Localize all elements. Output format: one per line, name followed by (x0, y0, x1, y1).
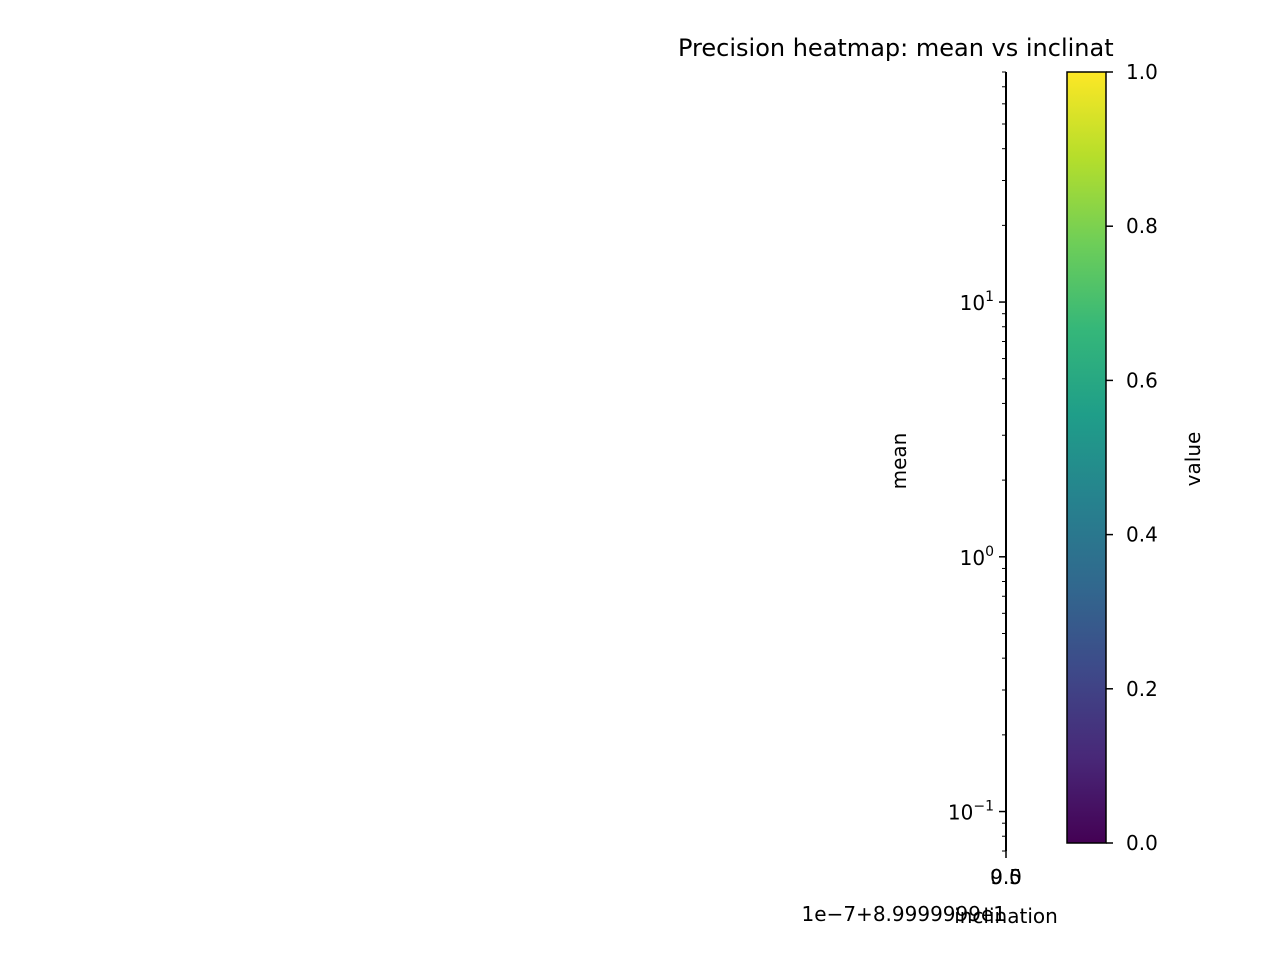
colorbar-tick-label: 0.0 (1126, 831, 1158, 855)
colorbar-fill (1066, 71, 1107, 844)
y-tick-label: 10−1 (948, 799, 994, 825)
y-axis-label: mean (887, 433, 911, 490)
colorbar-tick-label: 0.4 (1126, 523, 1158, 547)
colorbar: 0.0 0.2 0.4 0.6 0.8 1.0 value (1066, 60, 1205, 855)
x-offset-label: 1e−7+8.9999999e1 (802, 902, 1006, 926)
colorbar-tick-label: 1.0 (1126, 60, 1158, 84)
y-axis-ticks: 101 100 10−1 (948, 71, 1006, 852)
main-axes: 101 100 10−1 9.5 0.0 1e−7+8.9999999e1 incl… (802, 71, 1058, 928)
y-tick-label: 100 (960, 544, 994, 570)
x-axis-label: inclination (954, 904, 1058, 928)
chart-title: Precision heatmap: mean vs inclinat (678, 34, 1114, 62)
colorbar-tick-label: 0.2 (1126, 677, 1158, 701)
colorbar-tick-label: 0.8 (1126, 214, 1158, 238)
x-tick-label: 0.0 (990, 865, 1022, 889)
y-tick-label: 101 (960, 289, 994, 315)
colorbar-label: value (1181, 432, 1205, 487)
colorbar-ticks: 0.0 0.2 0.4 0.6 0.8 1.0 (1106, 60, 1158, 855)
colorbar-tick-label: 0.6 (1126, 368, 1158, 392)
x-tick-label: 9.5 (990, 865, 1022, 889)
